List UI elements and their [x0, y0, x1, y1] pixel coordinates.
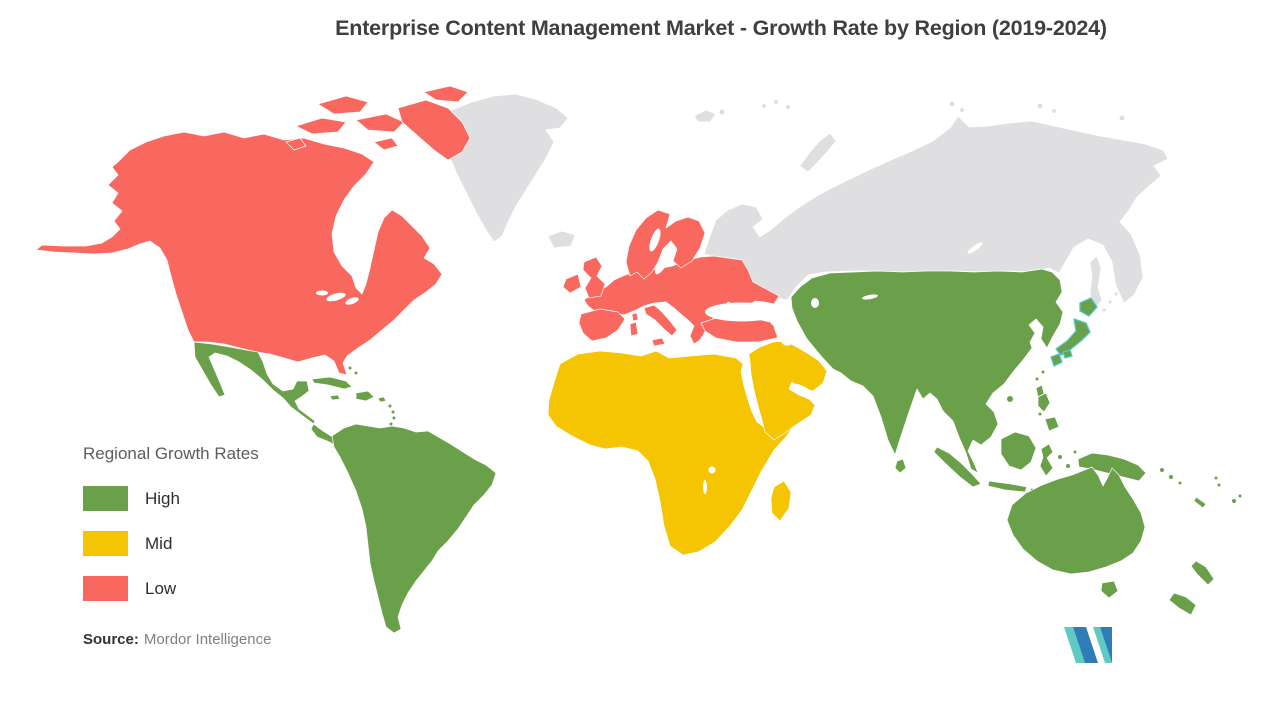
region-borneo: [1000, 431, 1037, 471]
region-sulawesi: [1039, 443, 1054, 477]
region-sumatra: [933, 446, 982, 488]
region-iberia: [578, 308, 626, 342]
region-middle-east: [748, 340, 828, 441]
region-scandinavia: [625, 209, 706, 280]
source-label: Source:: [83, 631, 139, 648]
region-pacific-islands: [1160, 468, 1242, 509]
region-europe: [562, 209, 780, 347]
region-tasmania: [1100, 580, 1119, 599]
region-southeast-asia-islands: [933, 392, 1147, 501]
region-ireland: [562, 273, 582, 294]
region-new-zealand: [1168, 560, 1215, 616]
region-asia: [790, 268, 1064, 474]
legend-swatch-high: [83, 486, 128, 511]
region-australia: [1006, 466, 1146, 599]
source-value: Mordor Intelligence: [143, 631, 272, 648]
region-iceland: [547, 230, 576, 249]
legend-swatch-low: [83, 576, 128, 601]
region-java: [987, 480, 1028, 493]
region-sri-lanka: [894, 458, 907, 474]
region-japan: [1035, 297, 1098, 381]
legend-item-high: High: [83, 486, 259, 511]
region-russia-cis: [693, 100, 1169, 312]
inland-seas: [316, 228, 983, 494]
region-africa: [547, 350, 794, 556]
legend-title: Regional Growth Rates: [83, 444, 259, 463]
legend: Regional Growth Rates High Mid Low: [83, 444, 259, 621]
region-philippines: [1037, 392, 1051, 413]
legend-item-low: Low: [83, 576, 259, 601]
region-caribbean: [311, 366, 396, 426]
region-north-america: [35, 85, 471, 376]
legend-label-mid: Mid: [145, 533, 173, 553]
region-mexico-central-america: [193, 341, 340, 446]
legend-item-mid: Mid: [83, 531, 259, 556]
legend-swatch-mid: [83, 531, 128, 556]
source-line: Source: Mordor Intelligence: [83, 631, 271, 648]
page-title: Enterprise Content Management Market - G…: [335, 16, 1107, 40]
mordor-intelligence-logo: [1064, 627, 1112, 663]
region-south-america: [331, 423, 497, 634]
legend-label-low: Low: [145, 578, 177, 598]
region-uk: [582, 256, 606, 299]
legend-label-high: High: [145, 488, 180, 508]
region-italy: [643, 304, 678, 337]
region-madagascar: [770, 480, 792, 522]
region-greenland: [443, 93, 569, 243]
